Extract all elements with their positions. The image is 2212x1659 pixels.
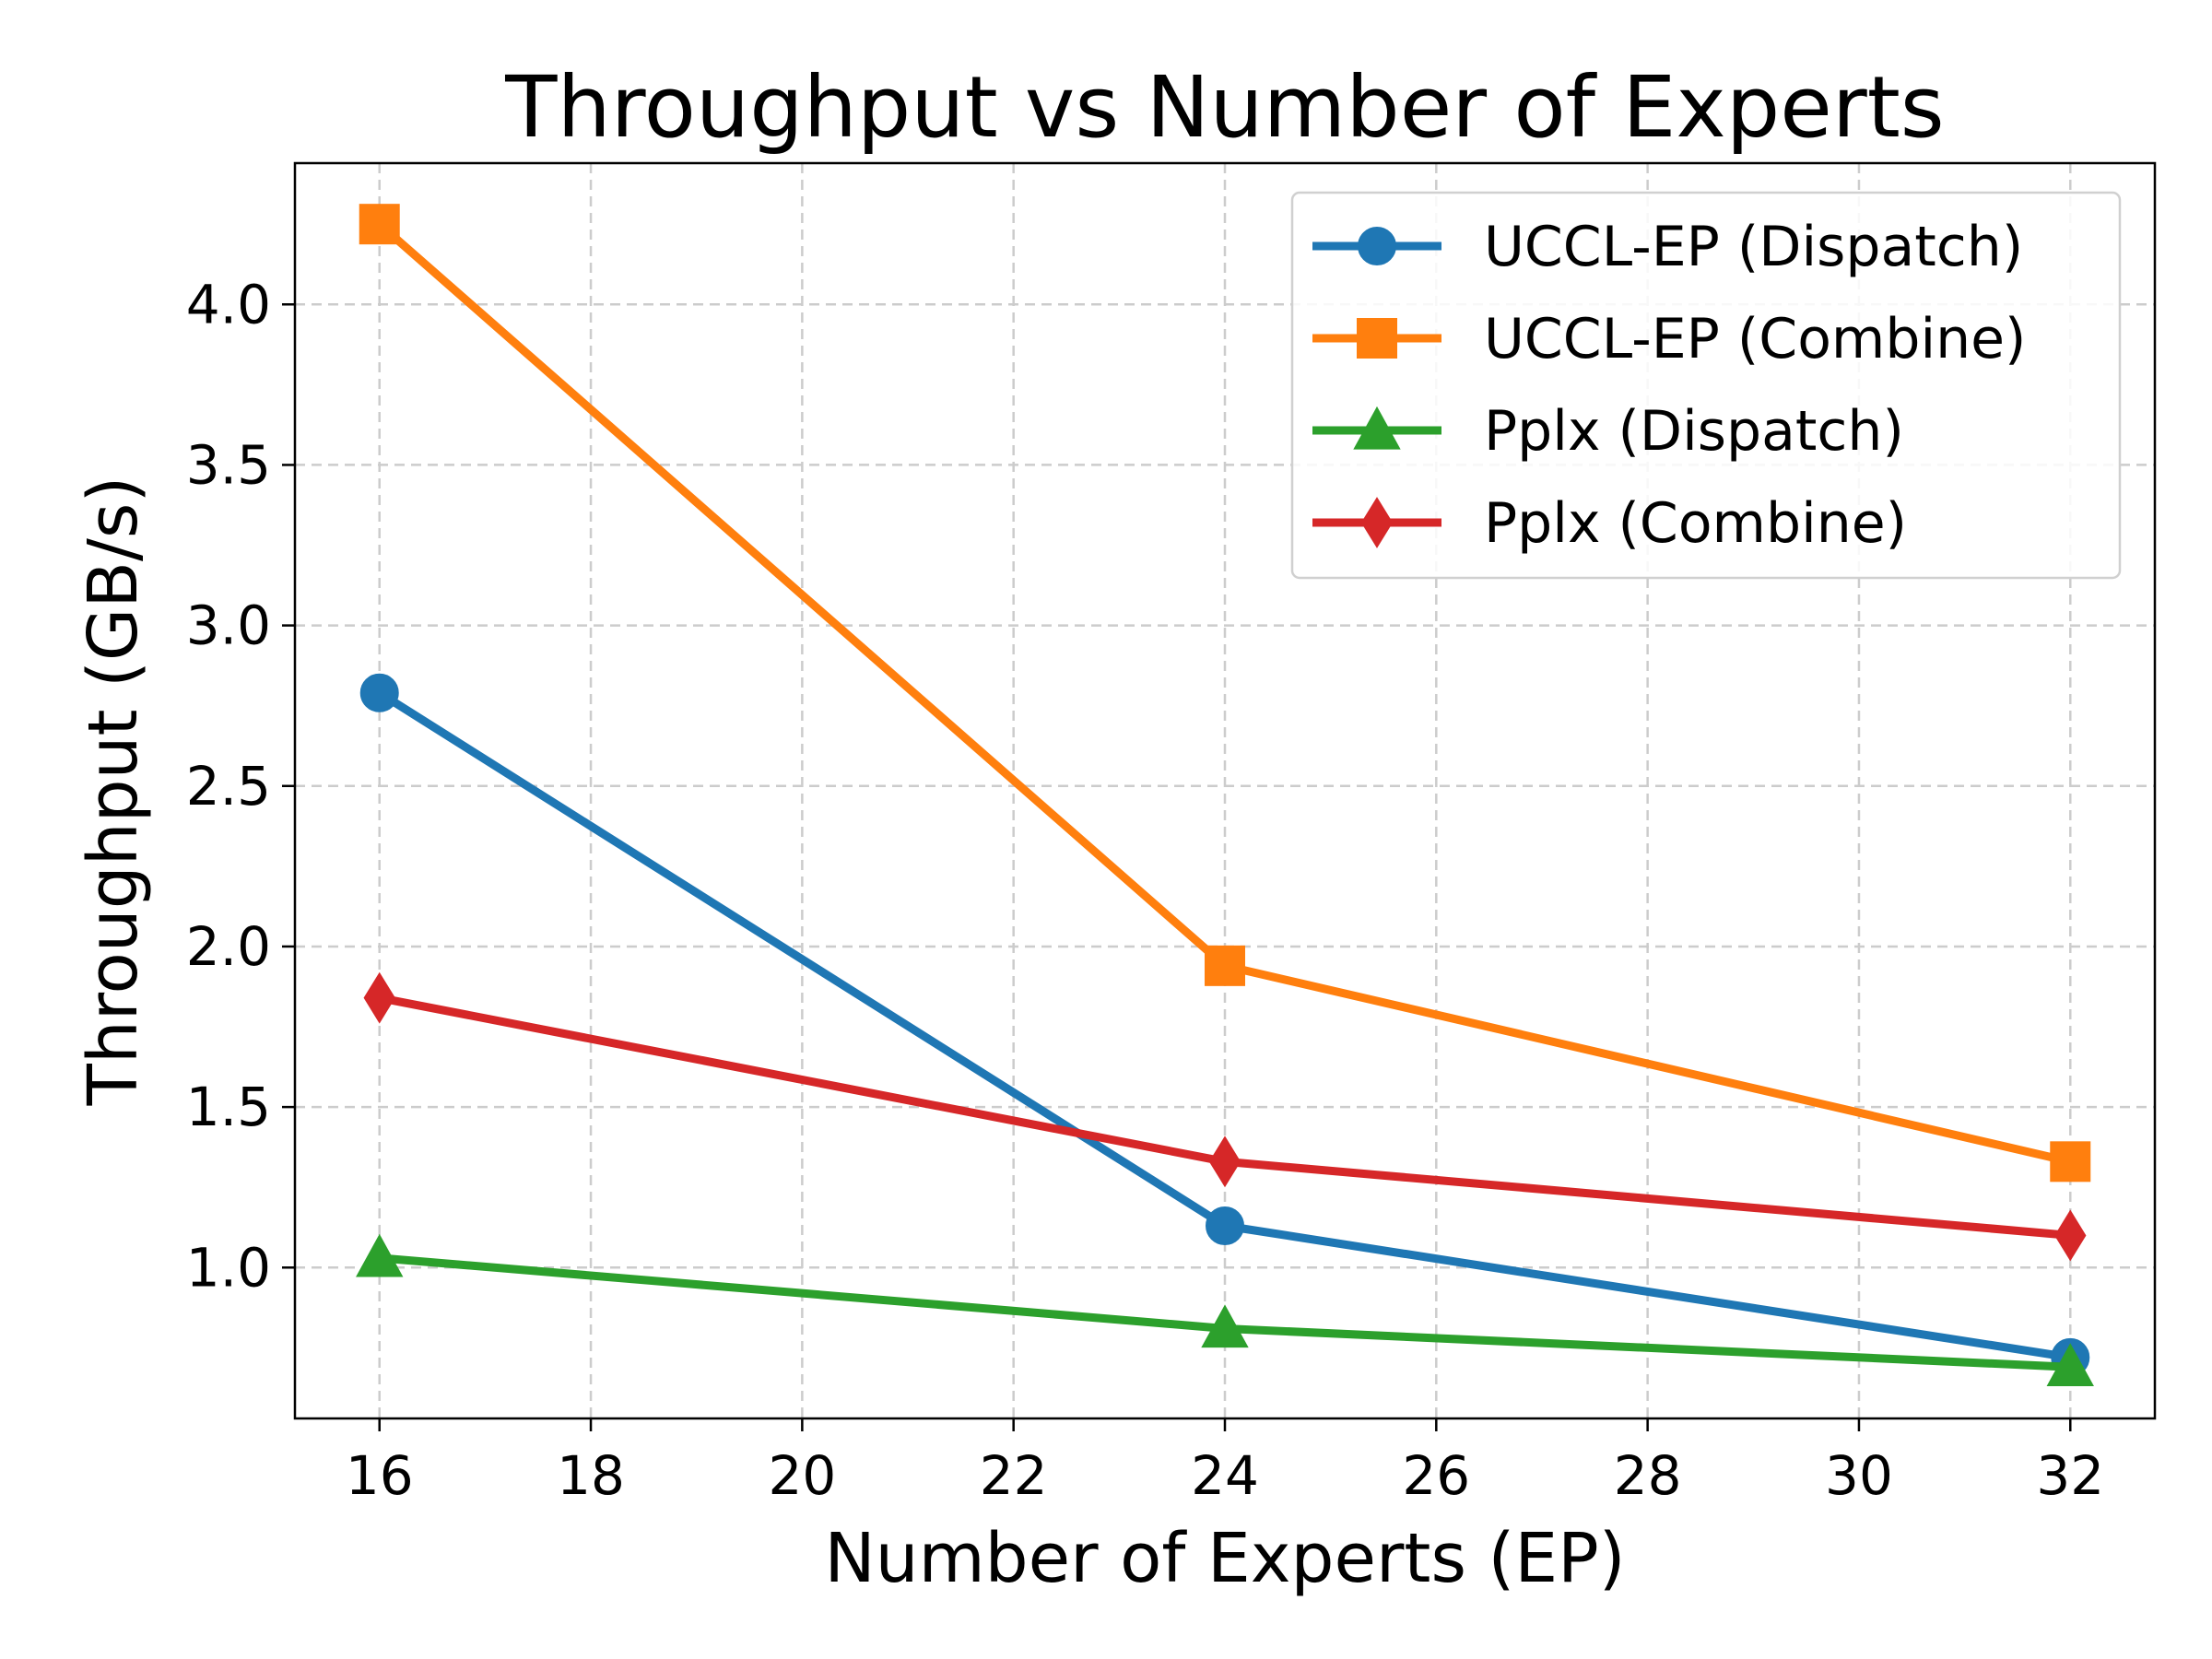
data-point (2050, 1141, 2091, 1182)
y-tick-label: 4.0 (186, 273, 271, 335)
y-tick-label: 3.5 (186, 433, 271, 496)
x-tick-label: 16 (346, 1444, 414, 1507)
data-point (359, 673, 399, 712)
legend-marker (1360, 497, 1394, 548)
legend-box (1290, 191, 2122, 580)
data-point (356, 1233, 404, 1277)
data-point (1205, 945, 1245, 986)
data-point (2054, 1209, 2087, 1262)
data-point (1201, 1304, 1249, 1348)
legend: UCCL-EP (Dispatch) UCCL-EP (Combine) Pplx … (1290, 191, 2122, 580)
y-tick-label: 1.5 (186, 1076, 271, 1138)
x-tick-label: 30 (1825, 1444, 1893, 1507)
x-tick-label: 20 (768, 1444, 836, 1507)
x-tick-label: 26 (1402, 1444, 1470, 1507)
x-axis-label: Number of Experts (EP) (824, 1519, 1625, 1598)
legend-label: UCCL-EP (Combine) (1484, 307, 2026, 371)
y-tick-label: 3.0 (186, 594, 271, 657)
data-point (359, 204, 400, 245)
series-group (356, 204, 2094, 1386)
data-point (2046, 1343, 2094, 1386)
axis-ticks: 16 18 20 22 24 26 28 30 32 1.0 1.5 2.0 2.5 3.0 3.5 4.0 (186, 273, 2104, 1507)
series-triangle (356, 1233, 2094, 1386)
legend-label: Pplx (Dispatch) (1484, 399, 1904, 464)
legend-label: UCCL-EP (Dispatch) (1484, 215, 2023, 279)
data-point (363, 971, 395, 1024)
data-point (1208, 1135, 1241, 1188)
y-tick-label: 2.0 (186, 915, 271, 978)
legend-marker (1353, 406, 1401, 450)
legend-item: Pplx (Dispatch) (1312, 399, 1904, 464)
x-tick-label: 22 (980, 1444, 1048, 1507)
legend-marker (1358, 227, 1396, 265)
legend-label: Pplx (Combine) (1484, 491, 1907, 556)
y-tick-label: 1.0 (186, 1236, 271, 1299)
chart-title: Throughput vs Number of Experts (504, 58, 1944, 157)
series-line (375, 688, 2075, 1362)
x-tick-label: 28 (1614, 1444, 1682, 1507)
legend-item: UCCL-EP (Combine) (1312, 307, 2026, 371)
x-tick-label: 18 (557, 1444, 625, 1507)
legend-marker (1357, 318, 1397, 359)
y-axis-label: Throughput (GB/s) (74, 477, 153, 1107)
x-tick-label: 32 (2036, 1444, 2104, 1507)
series-square (359, 204, 2091, 1182)
data-point (1206, 1206, 1244, 1245)
y-tick-label: 2.5 (186, 755, 271, 818)
legend-item: UCCL-EP (Dispatch) (1312, 215, 2023, 279)
x-tick-label: 24 (1191, 1444, 1259, 1507)
legend-item: Pplx (Combine) (1312, 491, 1907, 556)
plot-frame (293, 161, 2157, 1420)
series-diamond (363, 971, 2087, 1262)
